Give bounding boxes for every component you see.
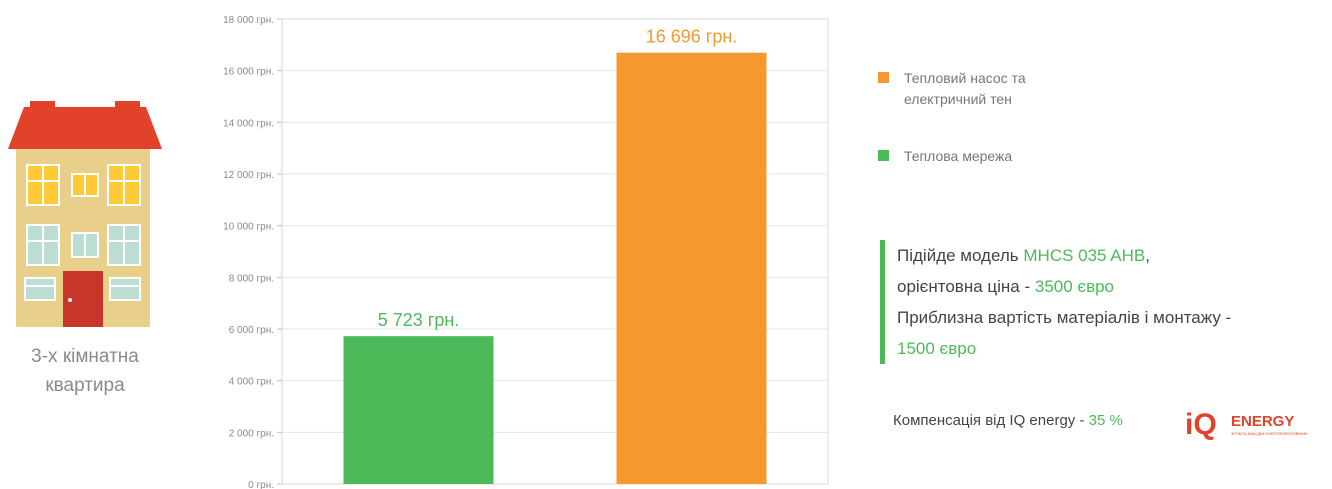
y-tick-label: 0 грн. xyxy=(248,480,274,489)
bar-value-label: 16 696 грн. xyxy=(646,27,738,47)
model-line: Підійде модель MHCS 035 AHB, xyxy=(897,240,1332,271)
logo-text: ENERGY xyxy=(1231,413,1294,430)
y-tick-label: 16 000 грн. xyxy=(223,67,274,78)
model-prefix: Підійде модель xyxy=(897,246,1024,265)
y-tick-label: 6 000 грн. xyxy=(229,325,274,336)
install-cost-value: 1500 євро xyxy=(897,339,977,358)
model-name: MHCS 035 AHB xyxy=(1023,246,1146,265)
legend-label-line2: електричний тен xyxy=(904,91,1012,107)
chart-legend: Тепловий насос та електричний тен Теплов… xyxy=(878,68,1138,167)
compensation-line: Компенсація від IQ energy - 35 % xyxy=(893,412,1123,429)
y-tick-label: 2 000 грн. xyxy=(229,428,274,439)
y-tick-label: 4 000 грн. xyxy=(229,377,274,388)
bar-value-label: 5 723 грн. xyxy=(378,310,460,330)
price-line: орієнтовна ціна - 3500 євро xyxy=(897,271,1332,302)
bar xyxy=(616,52,767,484)
price-value: 3500 євро xyxy=(1034,277,1115,296)
apartment-building-illustration xyxy=(8,101,162,327)
model-suffix: , xyxy=(1145,246,1150,265)
house-caption-line2: квартира xyxy=(45,375,125,396)
y-tick-label: 12 000 грн. xyxy=(223,170,274,181)
compensation-value: 35 % xyxy=(1088,412,1123,429)
legend-item-heat-pump: Тепловий насос та електричний тен xyxy=(878,68,1138,110)
legend-label: Теплова мережа xyxy=(904,148,1013,164)
y-tick-label: 10 000 грн. xyxy=(223,222,274,233)
price-prefix: орієнтовна ціна - xyxy=(897,277,1035,296)
install-cost-label: Приблизна вартість матеріалів і монтажу … xyxy=(897,308,1232,327)
iq-energy-logo: iQ ENERGY ЗРОБІТЬ ВАШ ДІМ ЕНЕРГОЕФЕКТИВН… xyxy=(1185,408,1307,440)
cost-bar-chart: 0 грн. 2 000 грн. 4 000 грн. 6 000 грн. 8 00… xyxy=(223,15,829,489)
y-tick-label: 8 000 грн. xyxy=(229,273,274,284)
legend-swatch-green xyxy=(878,150,889,161)
legend-item-heat-network: Теплова мережа xyxy=(878,146,1138,167)
bar xyxy=(343,336,494,484)
legend-label-line1: Тепловий насос та xyxy=(904,70,1026,86)
compensation-label: Компенсація від IQ energy - xyxy=(893,412,1089,429)
recommendation-block: Підійде модель MHCS 035 AHB, орієнтовна … xyxy=(880,240,1332,364)
house-caption-line1: 3-х кімнатна xyxy=(31,346,139,367)
y-tick-label: 14 000 грн. xyxy=(223,118,274,129)
logo-tagline: ЗРОБІТЬ ВАШ ДІМ ЕНЕРГОЕФЕКТИВНИМ xyxy=(1231,432,1307,436)
legend-swatch-orange xyxy=(878,72,889,83)
y-tick-label: 18 000 грн. xyxy=(223,15,274,26)
logo-letters: iQ xyxy=(1185,408,1217,440)
plot-area-border xyxy=(281,18,829,485)
